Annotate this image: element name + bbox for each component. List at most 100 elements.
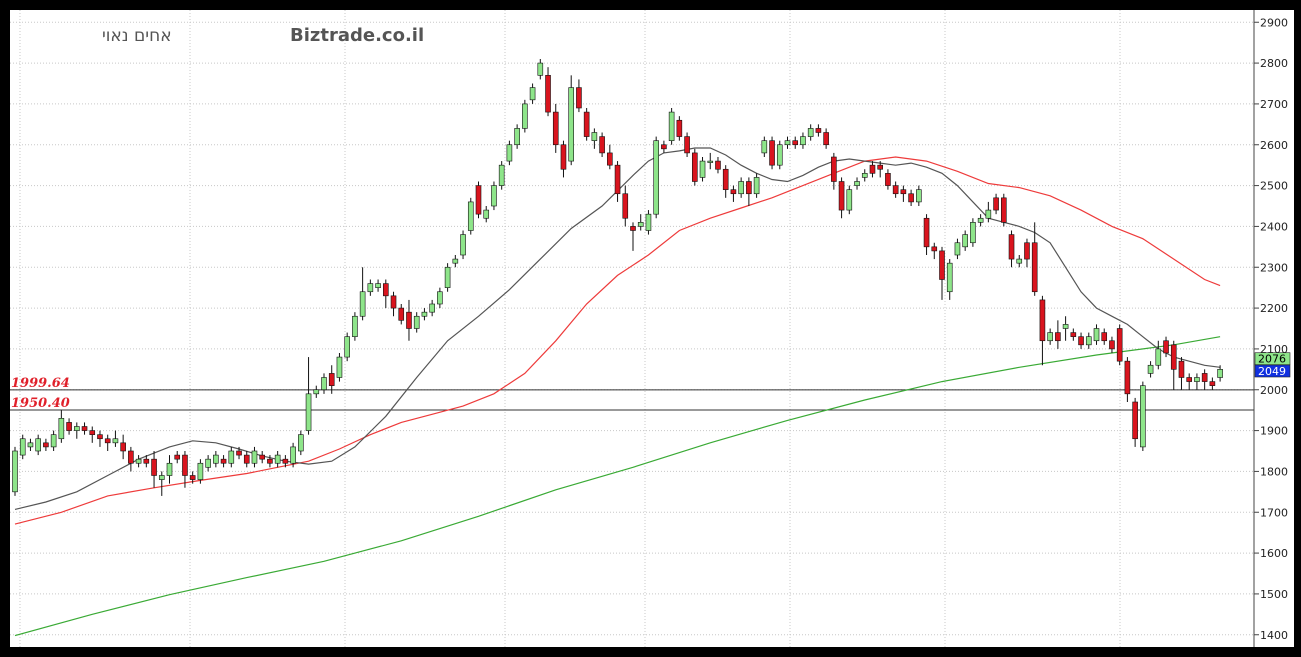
candle [135, 455, 142, 468]
candle-body [236, 450, 242, 456]
candle [452, 255, 459, 268]
candle-body [58, 418, 65, 440]
candle-body [328, 373, 335, 386]
candle-body [753, 177, 760, 195]
y-tick-label: 1500 [1260, 588, 1288, 601]
candle [259, 451, 266, 464]
candle [313, 385, 320, 398]
candle-body [637, 222, 644, 227]
candle-body [1140, 385, 1146, 448]
candle-body [267, 458, 273, 464]
candle [1147, 361, 1154, 378]
candle [738, 177, 744, 198]
candle [869, 161, 876, 178]
candle-body [722, 168, 729, 190]
candle [1109, 336, 1115, 353]
candle [421, 308, 428, 321]
candle-body [444, 266, 451, 288]
stock-name-header: אחים נאוי [102, 26, 172, 46]
candle-body [104, 438, 111, 444]
candle-body [869, 164, 876, 174]
candle-body [630, 226, 636, 231]
candle-body [120, 442, 126, 452]
candle [1000, 193, 1007, 227]
candle [1070, 328, 1077, 341]
candle [653, 136, 659, 219]
candle-body [514, 128, 520, 146]
candle-body [800, 136, 806, 146]
candle-body [877, 164, 884, 170]
y-tick-label: 2500 [1260, 180, 1288, 193]
candle-body [545, 75, 551, 113]
candle-body [1209, 381, 1216, 386]
candle-body [939, 250, 945, 280]
candle-body [220, 458, 227, 464]
candle-body [1101, 332, 1108, 342]
candle [282, 455, 289, 468]
candle [344, 332, 350, 362]
y-axis: 1400150016001700180019002000210022002300… [1254, 16, 1288, 642]
candle-body [498, 164, 505, 186]
candle [104, 434, 111, 451]
candle [406, 299, 412, 341]
candle [1039, 295, 1046, 366]
candle [19, 434, 26, 460]
candle-body [135, 458, 142, 464]
y-tick-label: 2000 [1260, 384, 1288, 397]
candle-body [197, 462, 204, 480]
candle [1124, 357, 1131, 402]
candle [475, 181, 482, 219]
candle-body [522, 103, 528, 129]
candle [1047, 328, 1053, 345]
candle-body [475, 185, 482, 215]
candle [1178, 357, 1185, 390]
candle-body [43, 442, 49, 448]
candle [954, 238, 961, 260]
candle-body [552, 111, 559, 146]
candle [298, 430, 304, 456]
candle [831, 152, 837, 190]
candle-body [437, 291, 443, 305]
candle [12, 446, 18, 496]
candle-body [182, 454, 188, 476]
candle-body [413, 315, 420, 329]
candle-body [568, 87, 575, 162]
candle-body [151, 458, 157, 476]
candle [900, 185, 907, 202]
candle-body [1055, 332, 1061, 342]
candle-body [784, 140, 791, 146]
candle-body [66, 422, 72, 431]
candle [846, 185, 853, 215]
candle [151, 451, 157, 488]
candle-body [954, 242, 961, 256]
candle [267, 455, 273, 468]
candle [112, 430, 119, 447]
price-badge [1254, 364, 1291, 378]
candle [50, 430, 57, 451]
candle [630, 222, 636, 251]
y-tick-label: 2300 [1260, 261, 1288, 274]
candle-body [143, 458, 150, 464]
candle-body [305, 393, 312, 431]
candle-body [406, 311, 412, 329]
candle-body [1170, 344, 1177, 370]
candle [722, 165, 729, 198]
candle [792, 136, 799, 149]
candle [274, 451, 281, 468]
candle-body [27, 442, 34, 448]
candle [707, 152, 714, 170]
y-tick-label: 1700 [1260, 506, 1288, 519]
candle-body [1062, 324, 1069, 329]
candle [120, 434, 126, 460]
candle-body [838, 181, 845, 211]
y-tick-label: 1600 [1260, 547, 1288, 560]
y-tick-label: 2600 [1260, 139, 1288, 152]
candle-body [962, 234, 968, 248]
candle [1008, 230, 1015, 268]
candle [676, 116, 683, 141]
candle-body [970, 222, 976, 244]
candle [81, 422, 88, 435]
candle-body [359, 291, 366, 317]
candle-body [1155, 348, 1162, 366]
reference-line-label: 1999.64 [11, 376, 70, 391]
